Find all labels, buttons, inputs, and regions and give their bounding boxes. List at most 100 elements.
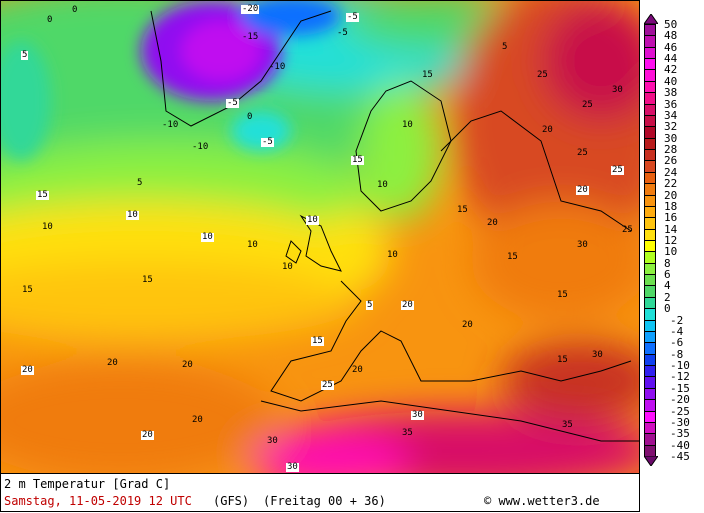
- isotherm-value-label: 25: [611, 165, 624, 175]
- isotherm-value-label: 5: [366, 300, 374, 310]
- isotherm-value-label: 20: [107, 358, 118, 368]
- isotherm-value-label: 15: [422, 70, 433, 80]
- isotherm-value-label: 10: [282, 262, 293, 272]
- isotherm-value-label: 0: [47, 15, 53, 25]
- isotherm-value-label: 15: [311, 336, 324, 346]
- legend-tick-label: 36: [664, 97, 678, 111]
- isotherm-value-label: 20: [352, 365, 363, 375]
- model-name: (GFS): [213, 494, 250, 508]
- isotherm-value-label: 15: [351, 155, 364, 165]
- isotherm-value-label: 15: [36, 190, 49, 200]
- isotherm-value-label: 10: [126, 210, 139, 220]
- isotherm-value-label: -5: [226, 98, 239, 108]
- legend-tick-label: 16: [664, 211, 678, 225]
- isotherm-value-label: 15: [557, 355, 568, 365]
- isotherm-value-label: -10: [162, 120, 179, 130]
- color-scale-legend: 50 48 46 44 42 40 38 36 34 32 30 28 26 24 22 20 18 16 14 12…: [644, 14, 690, 466]
- legend-tick-label: 28: [664, 143, 678, 157]
- legend-tick-label: 14: [664, 222, 678, 236]
- isotherm-value-label: 10: [377, 180, 388, 190]
- legend-tick-label: -12: [670, 370, 690, 384]
- isotherm-value-label: 15: [557, 290, 568, 300]
- isotherm-value-label: 10: [306, 215, 319, 225]
- isotherm-value-label: 20: [141, 430, 154, 440]
- legend-tick-label: 0: [664, 302, 671, 316]
- legend-tick-label: 44: [664, 52, 678, 66]
- isotherm-value-label: 25: [622, 225, 633, 235]
- legend-tick-label: -25: [670, 404, 690, 418]
- legend-tick-label: 48: [664, 29, 678, 43]
- legend-tick-label: 2: [664, 290, 671, 304]
- isotherm-value-label: 15: [22, 285, 33, 295]
- legend-tick-label: -40: [670, 438, 690, 452]
- legend-tick-label: 10: [664, 245, 678, 259]
- isotherm-value-label: 35: [402, 428, 413, 438]
- legend-tick-label: -30: [670, 415, 690, 429]
- isotherm-value-label: 20: [21, 365, 34, 375]
- copyright-link[interactable]: © www.wetter3.de: [484, 494, 600, 508]
- legend-tick-label: 40: [664, 74, 678, 88]
- isotherm-value-label: 10: [387, 250, 398, 260]
- isotherm-value-label: 30: [577, 240, 588, 250]
- isotherm-value-label: 15: [142, 275, 153, 285]
- isotherm-value-label: 10: [247, 240, 258, 250]
- isotherm-value-label: -20: [241, 4, 260, 14]
- isotherm-value-label: 0: [247, 112, 253, 122]
- legend-tick-label: 42: [664, 63, 678, 77]
- isotherm-value-label: 0: [72, 5, 78, 15]
- isotherm-value-label: 10: [201, 232, 214, 242]
- isotherm-value-label: 25: [577, 148, 588, 158]
- isotherm-value-label: -15: [242, 32, 259, 42]
- legend-tick-label: -35: [670, 427, 690, 441]
- legend-tick-label: -4: [670, 324, 684, 338]
- isotherm-value-label: 5: [502, 42, 508, 52]
- legend-bottom-arrow: [644, 456, 658, 466]
- legend-tick-label: 6: [664, 268, 671, 282]
- legend-top-arrow: [644, 14, 658, 24]
- legend-tick-label: 34: [664, 108, 678, 122]
- legend-tick-label: 18: [664, 199, 678, 213]
- model-run: (Freitag 00 + 36): [263, 494, 386, 508]
- valid-time: Samstag, 11-05-2019 12 UTC: [4, 494, 192, 508]
- coastlines: [150, 10, 639, 442]
- legend-tick-label: -15: [670, 381, 690, 395]
- legend-tick-label: 20: [664, 188, 678, 202]
- isotherm-value-label: -5: [346, 12, 359, 22]
- legend-tick-label: 46: [664, 40, 678, 54]
- isotherm-value-label: 20: [576, 185, 589, 195]
- isotherm-value-label: 10: [42, 222, 53, 232]
- isotherm-value-label: 20: [192, 415, 203, 425]
- isotherm-value-label: 20: [462, 320, 473, 330]
- legend-tick-label: 8: [664, 256, 671, 270]
- legend-tick-label: 4: [664, 279, 671, 293]
- isotherm-value-label: 10: [402, 120, 413, 130]
- isotherm-value-label: 20: [542, 125, 553, 135]
- legend-tick-label: -10: [670, 359, 690, 373]
- legend-tick-label: -6: [670, 336, 684, 350]
- temperature-field: [1, 1, 639, 473]
- isotherm-value-label: 30: [267, 436, 278, 446]
- isotherm-value-label: 25: [582, 100, 593, 110]
- isotherm-value-label: 30: [612, 85, 623, 95]
- legend-tick-label: 38: [664, 86, 678, 100]
- temperature-map: -20 -15 -10 -5 -10 -5 -5 0 0 5 5 5 10 10 10 10 10 10 15 15 1…: [0, 0, 640, 474]
- legend-tick-label: 12: [664, 234, 678, 247]
- legend-tick-label: -8: [670, 347, 684, 361]
- legend-tick-label: -20: [670, 393, 690, 407]
- isotherm-value-label: 30: [592, 350, 603, 360]
- legend-tick-label: 26: [664, 154, 678, 168]
- map-footer: 2 m Temperatur [Grad C] Samstag, 11-05-2…: [0, 474, 640, 512]
- isotherm-value-label: 25: [537, 70, 548, 80]
- isotherm-value-label: 20: [487, 218, 498, 228]
- isotherm-value-label: 30: [286, 462, 299, 472]
- isotherm-value-label: 15: [457, 205, 468, 215]
- isotherm-value-label: -5: [337, 28, 348, 38]
- isotherm-value-label: 5: [21, 50, 29, 60]
- isotherm-value-label: 20: [401, 300, 414, 310]
- legend-tick-label: 32: [664, 120, 678, 134]
- isotherm-value-label: 30: [411, 410, 424, 420]
- legend-tick-label: 30: [664, 131, 678, 145]
- legend-tick-label: 24: [664, 165, 678, 179]
- isotherm-value-label: 25: [321, 380, 334, 390]
